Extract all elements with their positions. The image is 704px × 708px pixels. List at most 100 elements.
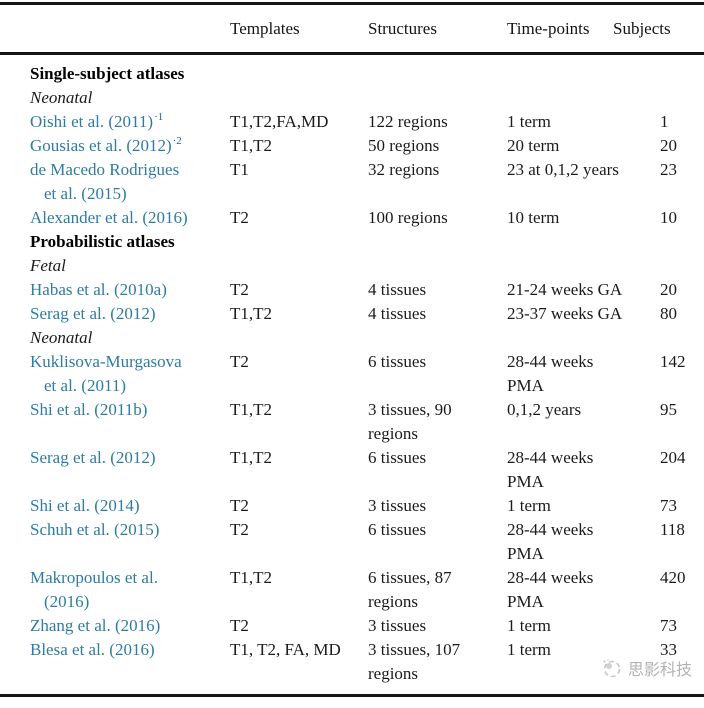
structures-cell: 32 regions	[368, 160, 440, 179]
table-row: de Macedo Rodrigues et al. (2015) T1 32 r…	[30, 158, 696, 206]
templates-cell: T1,T2	[230, 568, 273, 587]
table-row: Shi et al. (2011b) T1,T2 3 tissues, 90 re…	[30, 398, 696, 446]
timepoints-cell: 28-44 weeks PMA	[507, 520, 594, 563]
structures-cell: 3 tissues, 90 regions	[368, 400, 452, 443]
subjects-cell: 73	[660, 496, 677, 515]
structures-cell: 4 tissues	[368, 280, 427, 299]
subsection-header: Neonatal	[30, 88, 93, 107]
templates-cell: T2	[230, 496, 249, 515]
subjects-cell: 23	[660, 160, 677, 179]
templates-cell: T1,T2,FA,MD	[230, 112, 329, 131]
table-body: Single-subject atlases Neonatal Oishi et…	[0, 55, 704, 686]
column-header-structures: Structures	[368, 18, 437, 38]
templates-cell: T2	[230, 352, 249, 371]
timepoints-cell: 10 term	[507, 208, 560, 227]
citation-link[interactable]: Zhang et al. (2016)	[30, 616, 161, 635]
section-header: Probabilistic atlases	[30, 232, 175, 251]
subsection-header: Neonatal	[30, 328, 93, 347]
templates-cell: T1,T2	[230, 400, 273, 419]
subsection-header: Fetal	[30, 256, 66, 275]
column-header-templates: Templates	[230, 18, 300, 38]
timepoints-cell: 1 term	[507, 496, 551, 515]
brand-logo-icon	[601, 657, 623, 679]
table-top-rule	[0, 2, 704, 5]
citation-link[interactable]: Shi et al. (2011b)	[30, 400, 148, 419]
column-header-timepoints: Time-points	[507, 18, 590, 38]
brand-name: 思影科技	[627, 660, 692, 679]
table-row: Serag et al. (2012) T1,T2 6 tissues 28-4…	[30, 446, 696, 494]
subjects-cell: 142	[660, 352, 686, 371]
timepoints-cell: 23 at 0,1,2 years	[507, 160, 619, 179]
timepoints-cell: 28-44 weeks PMA	[507, 352, 594, 395]
structures-cell: 6 tissues	[368, 448, 427, 467]
subjects-cell: 10	[660, 208, 677, 227]
table-bottom-rule	[0, 694, 704, 697]
section-header: Single-subject atlases	[30, 64, 185, 83]
table-header-row: Templates Structures Time-points Subject…	[0, 5, 704, 52]
templates-cell: T2	[230, 520, 249, 539]
subjects-cell: 204	[660, 448, 686, 467]
subjects-cell: 118	[660, 520, 685, 539]
structures-cell: 3 tissues	[368, 496, 427, 515]
timepoints-cell: 21-24 weeks GA	[507, 280, 623, 299]
citation-link[interactable]: Oishi et al. (2011)·1	[30, 111, 164, 131]
structures-cell: 6 tissues, 87 regions	[368, 568, 452, 611]
templates-cell: T1, T2, FA, MD	[230, 640, 341, 659]
footnote-marker: ·2	[172, 135, 182, 148]
table-row: Zhang et al. (2016) T2 3 tissues 1 term …	[30, 614, 696, 638]
citation-link[interactable]: Habas et al. (2010a)	[30, 280, 167, 299]
table-header-rule	[0, 52, 704, 55]
table-row: Kuklisova-Murgasova et al. (2011) T2 6 ti…	[30, 350, 696, 398]
table-row: Blesa et al. (2016) T1, T2, FA, MD 3 tis…	[30, 638, 696, 686]
citation-link[interactable]: Serag et al. (2012)	[30, 448, 156, 467]
table-row: Makropoulos et al. (2016) T1,T2 6 tissues…	[30, 566, 696, 614]
subjects-cell: 80	[660, 304, 677, 323]
templates-cell: T2	[230, 280, 249, 299]
templates-cell: T2	[230, 616, 249, 635]
table-row: Habas et al. (2010a) T2 4 tissues 21-24 …	[30, 278, 696, 302]
table-row: Gousias et al. (2012)·2 T1,T2 50 regions…	[30, 134, 696, 158]
timepoints-cell: 1 term	[507, 640, 551, 659]
citation-link[interactable]: Makropoulos et al. (2016)	[30, 568, 158, 611]
watermark: 思影科技	[601, 656, 692, 680]
templates-cell: T1,T2	[230, 136, 273, 155]
citation-link[interactable]: Kuklisova-Murgasova et al. (2011)	[30, 352, 182, 395]
table-row: Shi et al. (2014) T2 3 tissues 1 term 73	[30, 494, 696, 518]
structures-cell: 122 regions	[368, 112, 448, 131]
timepoints-cell: 20 term	[507, 136, 560, 155]
timepoints-cell: 28-44 weeks PMA	[507, 448, 594, 491]
citation-link[interactable]: Gousias et al. (2012)·2	[30, 135, 182, 155]
structures-cell: 50 regions	[368, 136, 440, 155]
subjects-cell: 1	[660, 112, 669, 131]
citation-link[interactable]: Alexander et al. (2016)	[30, 208, 188, 227]
citation-link[interactable]: Serag et al. (2012)	[30, 304, 156, 323]
structures-cell: 4 tissues	[368, 304, 427, 323]
footnote-marker: ·1	[154, 111, 164, 124]
subjects-cell: 95	[660, 400, 677, 419]
citation-link[interactable]: Shi et al. (2014)	[30, 496, 140, 515]
citation-link[interactable]: Blesa et al. (2016)	[30, 640, 155, 659]
subjects-cell: 20	[660, 280, 677, 299]
structures-cell: 100 regions	[368, 208, 448, 227]
subjects-cell: 33	[660, 640, 677, 659]
structures-cell: 3 tissues	[368, 616, 427, 635]
timepoints-cell: 28-44 weeks PMA	[507, 568, 594, 611]
structures-cell: 3 tissues, 107 regions	[368, 640, 461, 683]
timepoints-cell: 0,1,2 years	[507, 400, 582, 419]
timepoints-cell: 1 term	[507, 616, 551, 635]
table-row: Oishi et al. (2011)·1 T1,T2,FA,MD 122 re…	[30, 110, 696, 134]
templates-cell: T1,T2	[230, 448, 273, 467]
templates-cell: T1,T2	[230, 304, 273, 323]
table-row: Alexander et al. (2016) T2 100 regions 1…	[30, 206, 696, 230]
table-row: Serag et al. (2012) T1,T2 4 tissues 23-3…	[30, 302, 696, 326]
structures-cell: 6 tissues	[368, 520, 427, 539]
structures-cell: 6 tissues	[368, 352, 427, 371]
templates-cell: T1	[230, 160, 249, 179]
citation-link[interactable]: de Macedo Rodrigues et al. (2015)	[30, 160, 180, 203]
subjects-cell: 73	[660, 616, 677, 635]
subjects-cell: 20	[660, 136, 677, 155]
timepoints-cell: 23-37 weeks GA	[507, 304, 623, 323]
citation-link[interactable]: Schuh et al. (2015)	[30, 520, 160, 539]
templates-cell: T2	[230, 208, 249, 227]
